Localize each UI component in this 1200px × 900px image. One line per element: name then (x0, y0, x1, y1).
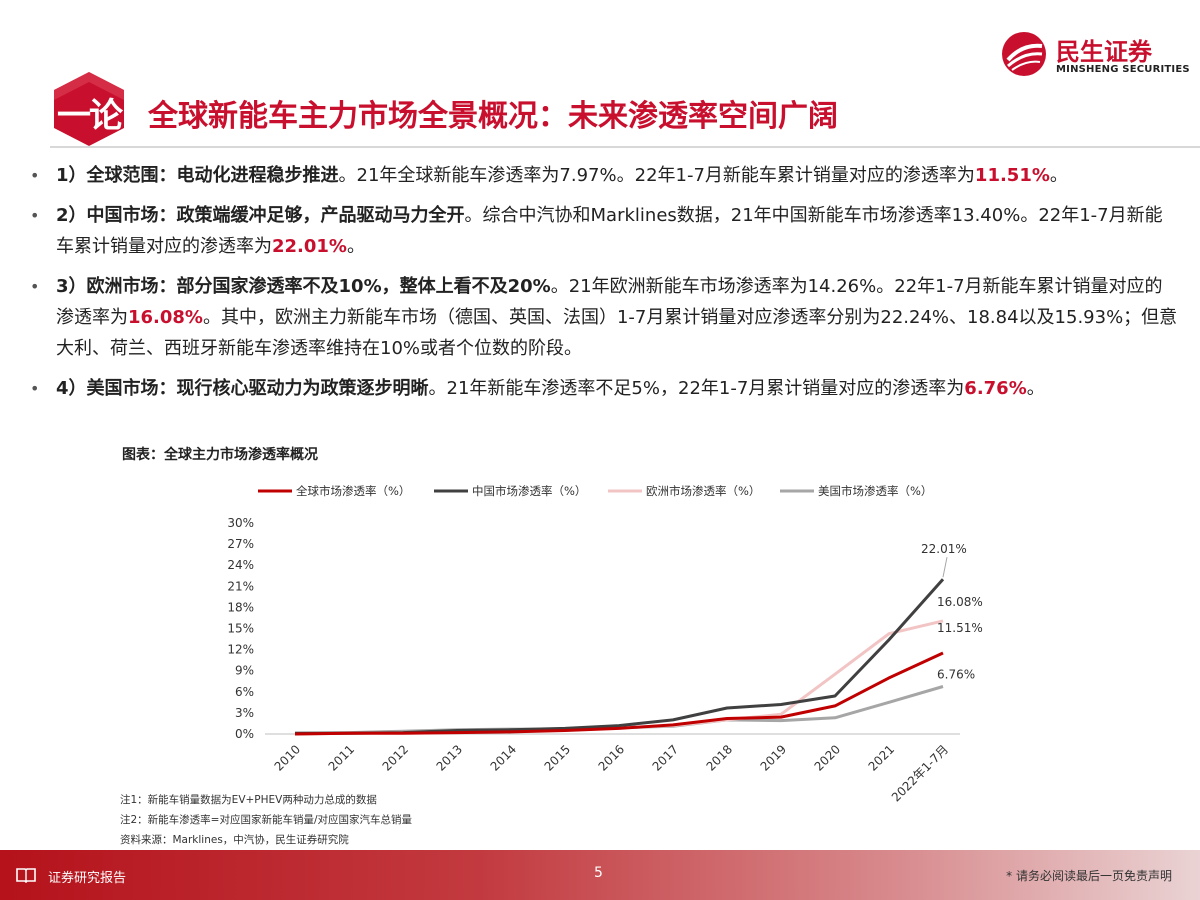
x-tick-label: 2014 (488, 742, 519, 773)
book-icon (16, 868, 36, 883)
series-line-1 (295, 578, 945, 735)
y-tick-label: 15% (227, 622, 254, 636)
company-logo: 民生证券 MINSHENG SECURITIES (1000, 30, 1190, 80)
x-tick-label: 2018 (704, 742, 735, 773)
y-tick-label: 3% (235, 706, 254, 720)
title-divider (50, 146, 1200, 148)
y-tick-label: 24% (227, 558, 254, 572)
legend-item: 全球市场渗透率（%） (258, 484, 410, 498)
x-tick-label: 2019 (758, 742, 789, 773)
x-tick-label: 2020 (812, 742, 843, 773)
chart-title: 图表：全球主力市场渗透率概况 (122, 447, 318, 463)
data-label: 6.76% (937, 667, 975, 681)
chart-series (294, 578, 945, 736)
data-label: 22.01% (921, 542, 967, 556)
bullet-list: • 1）全球范围：电动化进程稳步推进。21年全球新能车渗透率为7.97%。22年… (30, 160, 1180, 413)
data-label-leader (942, 557, 948, 578)
legend-label: 中国市场渗透率（%） (472, 484, 586, 498)
bullet-tail: 。 (1026, 378, 1045, 399)
bullet-tail: 。其中，欧洲主力新能车市场（德国、英国、法国）1-7月累计销量对应渗透率分别为2… (56, 307, 1178, 359)
x-tick-label: 2013 (434, 742, 465, 773)
note-line: 注2：新能车渗透率=对应国家新能车销量/对应国家汽车总销量 (120, 814, 413, 826)
note-line: 注1：新能车销量数据为EV+PHEV两种动力总成的数据 (120, 794, 377, 806)
minsheng-logo-icon (1002, 32, 1046, 76)
x-tick-label: 2016 (596, 742, 627, 773)
badge-hexagon-shape (54, 72, 124, 146)
bullet-lead: 1）全球范围：电动化进程稳步推进 (56, 165, 339, 186)
penetration-line-chart: 全球市场渗透率（%） 中国市场渗透率（%） 欧洲市场渗透率（%） 美国市场渗透率（%）… (227, 484, 983, 805)
bullet-dot-icon: • (30, 206, 40, 225)
y-tick-label: 27% (227, 537, 254, 551)
series-line-2 (294, 619, 944, 736)
note-line: 资料来源：Marklines，中汽协，民生证券研究院 (120, 834, 349, 846)
y-tick-label: 21% (227, 579, 254, 593)
logo-chinese-name: 民生证券 (1056, 38, 1152, 66)
series-line-0 (294, 651, 944, 736)
data-label: 16.08% (937, 595, 983, 609)
bullet-lead: 4）美国市场：现行核心驱动力为政策逐步明晰 (56, 378, 429, 399)
bullet-tail: 。 (1049, 165, 1068, 186)
x-tick-label: 2022年1-7月 (889, 742, 951, 804)
bullet-item-usa: • 4）美国市场：现行核心驱动力为政策逐步明晰。21年新能车渗透率不足5%，22… (30, 373, 1180, 404)
section-badge: 一论 (50, 70, 128, 148)
y-tick-label: 6% (235, 685, 254, 699)
legend-label: 全球市场渗透率（%） (296, 484, 410, 498)
footer-label: 证券研究报告 (48, 871, 127, 886)
bullet-highlight: 11.51% (974, 165, 1050, 186)
y-tick-label: 18% (227, 600, 254, 614)
bullet-text: 。综合中汽协和Marklines数据，21年中国新能车市场渗透率13.40%。2… (56, 205, 1163, 257)
bullet-highlight: 16.08% (128, 307, 203, 328)
x-tick-label: 2010 (272, 742, 303, 773)
x-tick-label: 2012 (380, 742, 411, 773)
logo-english-name: MINSHENG SECURITIES (1056, 64, 1190, 75)
bullet-highlight: 6.76% (964, 378, 1027, 399)
chart-notes: 注1：新能车销量数据为EV+PHEV两种动力总成的数据 注2：新能车渗透率=对应… (120, 790, 412, 850)
x-tick-label: 2015 (542, 742, 573, 773)
legend-label: 欧洲市场渗透率（%） (646, 484, 760, 498)
x-tick-label: 2021 (866, 742, 897, 773)
bullet-dot-icon: • (30, 166, 40, 185)
bullet-text: 。21年欧洲新能车市场渗透率为14.26%。22年1-7月新能车累计销量对应的渗… (56, 276, 1163, 328)
footer-disclaimer: * 请务必阅读最后一页免责声明 (1006, 869, 1172, 883)
bullet-text: 。21年新能车渗透率不足5%，22年1-7月累计销量对应的渗透率为 (428, 378, 965, 399)
data-label: 11.51% (937, 621, 983, 635)
bullet-highlight: 22.01% (272, 236, 347, 257)
bullet-tail: 。 (346, 236, 365, 257)
bullet-lead: 3）欧洲市场：部分国家渗透率不及10%，整体上看不及20% (56, 276, 551, 297)
page-number: 5 (594, 865, 603, 881)
legend-item: 欧洲市场渗透率（%） (608, 484, 760, 498)
y-tick-label: 12% (227, 643, 254, 657)
bullet-item-china: • 2）中国市场：政策端缓冲足够，产品驱动马力全开。综合中汽协和Markline… (30, 200, 1180, 262)
bullet-item-global: • 1）全球范围：电动化进程稳步推进。21年全球新能车渗透率为7.97%。22年… (30, 160, 1180, 191)
x-tick-label: 2011 (326, 742, 357, 773)
bullet-lead: 2）中国市场：政策端缓冲足够，产品驱动马力全开 (56, 205, 465, 226)
legend-item: 美国市场渗透率（%） (780, 484, 932, 498)
y-axis: 0% 3% 6% 9% 12% 15% 18% 21% 24% 27% 30% (227, 516, 254, 741)
chart-legend: 全球市场渗透率（%） 中国市场渗透率（%） 欧洲市场渗透率（%） 美国市场渗透率（%） (258, 484, 932, 498)
footer-bar: 证券研究报告 5 * 请务必阅读最后一页免责声明 (0, 850, 1200, 900)
y-tick-label: 30% (227, 516, 254, 530)
page-title: 全球新能车主力市场全景概况：未来渗透率空间广阔 (148, 99, 838, 134)
badge-text: 一论 (57, 96, 123, 136)
y-tick-label: 0% (235, 727, 254, 741)
legend-label: 美国市场渗透率（%） (818, 484, 932, 498)
legend-item: 中国市场渗透率（%） (434, 484, 586, 498)
bullet-item-europe: • 3）欧洲市场：部分国家渗透率不及10%，整体上看不及20%。21年欧洲新能车… (30, 271, 1180, 364)
bullet-dot-icon: • (30, 379, 40, 398)
bullet-text: 。21年全球新能车渗透率为7.97%。22年1-7月新能车累计销量对应的渗透率为 (338, 165, 975, 186)
y-tick-label: 9% (235, 664, 254, 678)
data-labels: 22.01% 16.08% 11.51% 6.76% (921, 542, 983, 681)
x-tick-label: 2017 (650, 742, 681, 773)
bullet-dot-icon: • (30, 277, 40, 296)
